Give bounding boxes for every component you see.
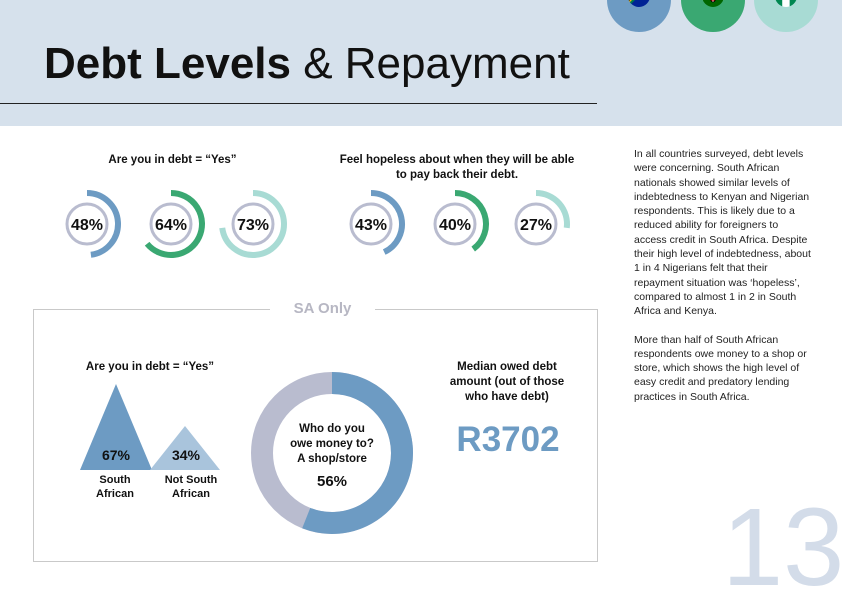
nigeria-circle	[754, 0, 818, 32]
south-african-label: South African	[96, 474, 134, 500]
nationality-triangles	[80, 384, 220, 470]
south-african-pct: 67%	[101, 447, 131, 463]
sa-in-debt-label: Are you in debt = “Yes”	[85, 361, 215, 373]
triangle-not-south-african	[150, 426, 220, 470]
median-value: R3702	[456, 420, 560, 459]
median-label: Median owed debt amount (out of those who …	[449, 361, 565, 403]
in_debt-inner-ring-2	[231, 202, 275, 246]
hopeless-pct-nigeria: 27%	[520, 217, 552, 234]
in_debt-arc-nigeria	[219, 190, 287, 258]
in_debt-arc-south-africa	[86, 190, 121, 258]
in_debt-pct-nigeria: 73%	[237, 217, 269, 234]
hopeless-label: Feel hopeless about when they will be ab…	[339, 154, 575, 181]
hopeless-pct-kenya: 40%	[439, 217, 471, 234]
not-south-african-label: Not South African	[164, 474, 218, 500]
hopeless-inner-ring-2	[514, 202, 558, 246]
nigeria-flag-icon	[775, 0, 797, 7]
in_debt-inner-ring-0	[65, 202, 109, 246]
page-number: 13	[722, 486, 842, 609]
south-africa-circle	[607, 0, 671, 32]
sidebar-paragraph-2: More than half of South African responde…	[634, 333, 807, 403]
kenya-flag-icon	[702, 0, 724, 7]
header-band: Debt Levels & Repayment	[0, 0, 842, 126]
in_debt-pct-kenya: 64%	[155, 217, 187, 234]
owe-donut-arc	[302, 372, 413, 534]
hopeless-inner-ring-0	[349, 202, 393, 246]
owe-money-donut	[251, 372, 413, 534]
in-debt-label: Are you in debt = “Yes”	[108, 154, 237, 166]
kenya-circle	[681, 0, 745, 32]
hopeless-inner-ring-1	[433, 202, 477, 246]
page-title: Debt Levels & Repayment	[44, 39, 570, 88]
sidebar-commentary: In all countries surveyed, debt levels w…	[634, 147, 812, 418]
owe-money-pct: 56%	[316, 473, 348, 490]
in_debt-arc-kenya	[144, 190, 205, 258]
hopeless-arc-kenya	[454, 190, 489, 252]
in_debt-inner-ring-1	[149, 202, 193, 246]
triangle-south-african	[80, 384, 152, 470]
hopeless-pct-south-africa: 43%	[355, 217, 387, 234]
title-underline	[0, 103, 597, 104]
owe-money-question: Who do you owe money to? A shop/store	[290, 423, 374, 465]
sidebar-paragraph-1: In all countries surveyed, debt levels w…	[634, 148, 811, 318]
hopeless-arc-south-africa	[370, 190, 405, 255]
not-south-african-pct: 34%	[171, 447, 201, 463]
hopeless-arc-nigeria	[535, 190, 570, 229]
country-donut-charts: 48% 64% 73% 43% 40% 27%	[65, 190, 570, 258]
south-africa-flag-icon	[628, 0, 650, 7]
sa-only-title: SA Only	[270, 299, 375, 319]
in_debt-pct-south-africa: 48%	[71, 217, 103, 234]
